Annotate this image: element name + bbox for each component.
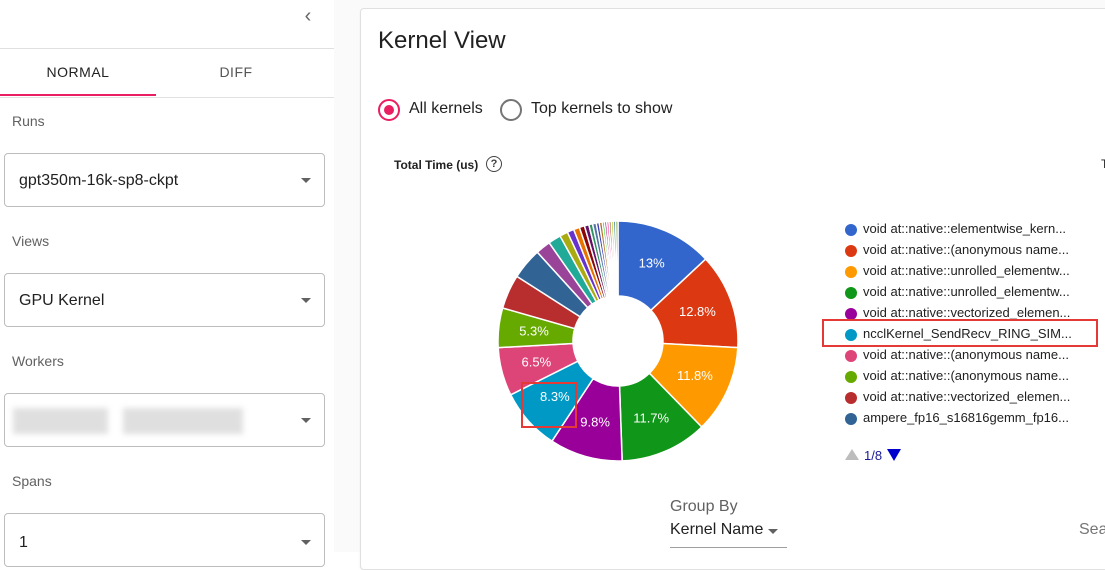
legend-item[interactable]: void at::native::(anonymous name... <box>845 345 1105 366</box>
radio-checked-icon <box>378 99 400 121</box>
legend-item[interactable]: void at::native::unrolled_elementw... <box>845 261 1105 282</box>
sidebar: ‹ NORMAL DIFF Runs gpt350m-16k-sp8-ckpt … <box>0 0 335 567</box>
legend-label: void at::native::unrolled_elementw... <box>863 284 1070 299</box>
clipped-header-text: T <box>1101 157 1105 171</box>
legend-label: ncclKernel_SendRecv_RING_SIM... <box>863 326 1072 341</box>
workers-label: Workers <box>12 353 64 369</box>
legend-label: void at::native::vectorized_elemen... <box>863 389 1071 404</box>
legend-swatch <box>845 392 857 404</box>
legend-label: void at::native::unrolled_elementw... <box>863 263 1070 278</box>
legend-swatch <box>845 329 857 341</box>
main-panel: Kernel View All kernels Top kernels to s… <box>334 0 1105 570</box>
group-by-label: Group By <box>670 498 738 515</box>
radio-all-kernels-label: All kernels <box>409 100 483 117</box>
page-title: Kernel View <box>378 27 506 54</box>
dropdown-arrow-icon <box>301 540 311 545</box>
dropdown-arrow-icon <box>301 178 311 183</box>
pie-slice-label: 11.7% <box>633 411 669 426</box>
legend-item[interactable]: ncclKernel_SendRecv_RING_SIM... <box>845 324 1105 345</box>
pie-slice-label: 5.3% <box>519 324 549 339</box>
dropdown-arrow-icon <box>301 298 311 303</box>
spans-label: Spans <box>12 473 52 489</box>
legend-item[interactable]: void at::native::vectorized_elemen... <box>845 387 1105 408</box>
pie-slice-label: 8.3% <box>540 389 570 404</box>
group-by-value: Kernel Name <box>670 521 764 538</box>
active-tab-indicator <box>0 94 156 96</box>
group-by-select[interactable]: Kernel Name <box>670 521 787 548</box>
legend-swatch <box>845 224 857 236</box>
legend-page-indicator: 1/8 <box>864 448 883 463</box>
legend-swatch <box>845 308 857 320</box>
dropdown-arrow-icon <box>768 529 778 534</box>
legend-prev-page-icon <box>845 449 859 460</box>
spans-select[interactable]: 1 <box>4 513 325 567</box>
legend-swatch <box>845 350 857 362</box>
legend-swatch <box>845 266 857 278</box>
pie-slice-label: 12.8% <box>679 304 716 319</box>
tab-normal[interactable]: NORMAL <box>46 64 110 80</box>
legend-swatch <box>845 287 857 299</box>
runs-select[interactable]: gpt350m-16k-sp8-ckpt <box>4 153 325 207</box>
legend-swatch <box>845 245 857 257</box>
search-input[interactable]: Sea <box>1079 521 1105 538</box>
legend-label: ampere_fp16_s16816gemm_fp16... <box>863 410 1069 425</box>
legend-item[interactable]: void at::native::(anonymous name... <box>845 240 1105 261</box>
pie-slice[interactable] <box>614 220 619 297</box>
legend-item[interactable]: void at::native::unrolled_elementw... <box>845 282 1105 303</box>
legend-swatch <box>845 371 857 383</box>
collapse-sidebar-chevron-left-icon[interactable]: ‹ <box>304 5 312 27</box>
legend-item[interactable]: void at::native::vectorized_elemen... <box>845 303 1105 324</box>
legend-label: void at::native::(anonymous name... <box>863 347 1069 362</box>
redacted-value <box>13 408 108 434</box>
pie-slice-label: 6.5% <box>522 355 552 370</box>
legend-item[interactable]: void at::native::(anonymous name... <box>845 366 1105 387</box>
tab-diff[interactable]: DIFF <box>219 64 253 80</box>
legend-item[interactable]: ampere_fp16_s16816gemm_fp16... <box>845 408 1105 429</box>
divider <box>0 48 334 49</box>
highlight-box <box>521 382 577 428</box>
mode-tabs: NORMAL DIFF <box>0 49 334 98</box>
radio-unchecked-icon <box>500 99 522 121</box>
legend-label: void at::native::(anonymous name... <box>863 368 1069 383</box>
dropdown-arrow-icon <box>301 418 311 423</box>
legend-label: void at::native::vectorized_elemen... <box>863 305 1071 320</box>
legend-swatch <box>845 413 857 425</box>
pie-slice-label: 11.8% <box>677 368 713 383</box>
workers-select[interactable] <box>4 393 325 447</box>
chart-title: Total Time (us) <box>394 158 479 172</box>
runs-select-value: gpt350m-16k-sp8-ckpt <box>19 172 179 189</box>
redacted-value <box>123 408 243 434</box>
radio-top-kernels-label: Top kernels to show <box>531 100 673 117</box>
pie-slice-label: 13% <box>639 255 665 270</box>
legend-next-page-icon[interactable] <box>887 449 901 461</box>
spans-select-value: 1 <box>19 534 28 551</box>
help-icon[interactable]: ? <box>486 156 502 172</box>
kernel-view-card: Kernel View All kernels Top kernels to s… <box>360 8 1105 570</box>
pie-chart: 13% 12.8% 11.8% 11.7% 9.8% 8.3% 6.5% 5.3% <box>497 220 739 462</box>
runs-label: Runs <box>12 113 45 129</box>
views-select-value: GPU Kernel <box>19 292 105 309</box>
legend-item[interactable]: void at::native::elementwise_kern... <box>845 219 1105 240</box>
views-label: Views <box>12 233 50 249</box>
pie-slice-label: 9.8% <box>580 414 610 429</box>
views-select[interactable]: GPU Kernel <box>4 273 325 327</box>
legend-label: void at::native::elementwise_kern... <box>863 221 1067 236</box>
legend-label: void at::native::(anonymous name... <box>863 242 1069 257</box>
highlight-box <box>822 319 1098 347</box>
